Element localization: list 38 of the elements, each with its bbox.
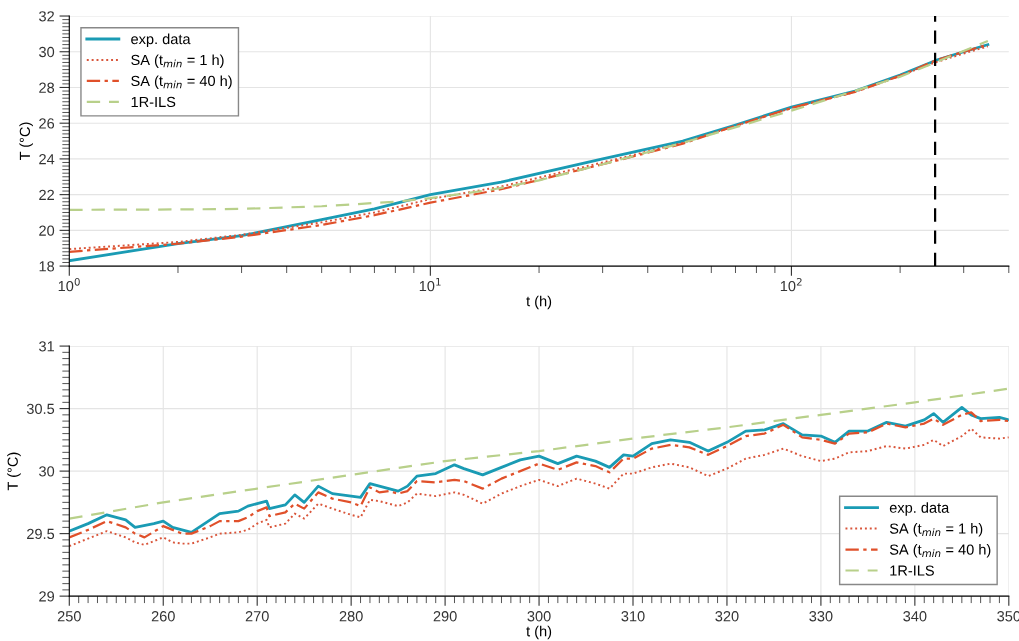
legend-label: 1R-ILS	[890, 565, 934, 576]
legend-label: SA (t$_{min}$ = 40 h)	[889, 544, 991, 558]
x-tick-label: 260	[151, 611, 175, 622]
x-axis-title: t (h)	[526, 625, 552, 640]
y-axis-title: T (°C)	[7, 452, 21, 491]
y-tick-label: 32	[39, 11, 54, 22]
y-tick-label: 28	[39, 82, 55, 93]
legend-label: 1R-ILS	[131, 96, 176, 108]
x-tick-label: 340	[903, 611, 927, 622]
x-tick-label: 250	[57, 611, 81, 622]
legend-label: SA (t$_{min}$ = 1 h)	[889, 523, 983, 537]
y-tick-label: 31	[39, 341, 54, 352]
y-tick-label: 30	[39, 466, 55, 477]
legend-label: exp. data	[889, 502, 950, 516]
x-tick-label: 320	[715, 611, 739, 622]
y-axis-title: T (°C)	[19, 122, 33, 161]
x-tick-label: 280	[339, 611, 363, 622]
x-axis-title: t (h)	[526, 295, 552, 310]
y-tick-label: 29	[39, 591, 55, 602]
x-tick-label: 10$^{0}$	[58, 277, 80, 292]
y-tick-label: 26	[39, 118, 55, 129]
y-tick-label: 29.5	[27, 528, 55, 540]
y-tick-label: 22	[39, 189, 54, 200]
x-tick-label: 290	[433, 611, 457, 622]
y-tick-label: 30.5	[26, 403, 55, 415]
x-tick-label: 10$^{2}$	[780, 277, 802, 292]
y-tick-label: 24	[39, 154, 55, 165]
legend-label: exp. data	[131, 33, 191, 48]
y-tick-label: 20	[39, 225, 55, 236]
x-tick-label: 270	[245, 611, 269, 622]
x-tick-label: 10$^{1}$	[419, 278, 441, 292]
y-tick-label: 30	[39, 46, 55, 58]
x-tick-label: 300	[527, 611, 551, 622]
x-tick-label: 330	[809, 611, 833, 622]
x-tick-label: 310	[621, 611, 645, 622]
legend-label: SA (t$_{min}$ = 1 h)	[131, 54, 224, 68]
y-tick-label: 18	[39, 261, 55, 272]
legend-label: SA (t$_{min}$ = 40 h)	[131, 75, 232, 89]
